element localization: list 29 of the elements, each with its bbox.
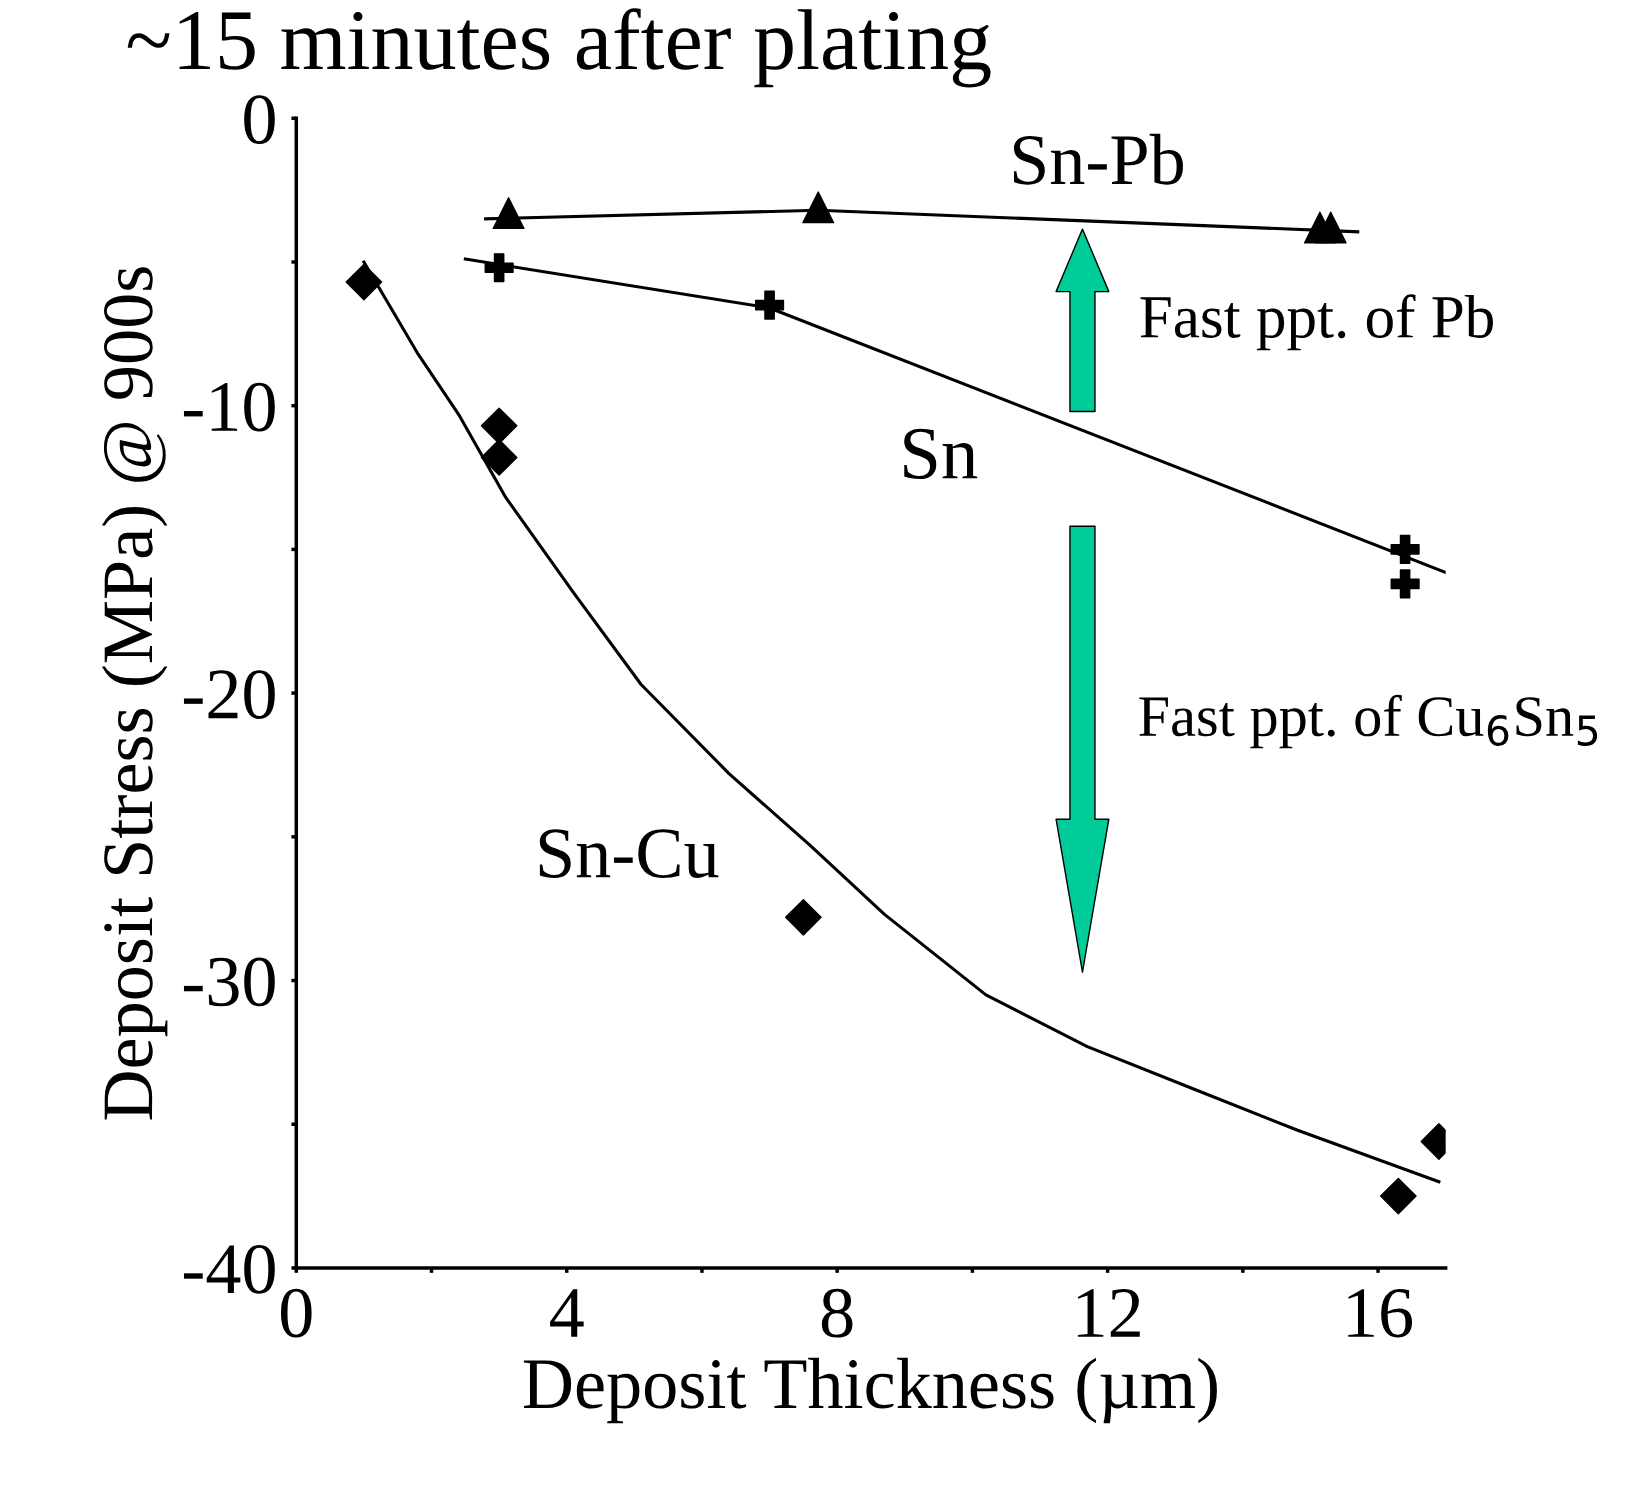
x-tick-label: 16 [1348, 1289, 1413, 1338]
point [1314, 211, 1347, 244]
annotation: Fast ppt. of Pb [1140, 294, 1493, 351]
x-tick-label: 0 [280, 1288, 312, 1338]
y-tick-label: -20 [183, 670, 275, 719]
annotation: Sn [904, 428, 978, 480]
annotation: Fast ppt. of Cu$_{6}$Sn$_{5}$ [1139, 694, 1598, 749]
y-tick-label: -40 [183, 1244, 275, 1294]
x-tick-label: 4 [550, 1289, 584, 1337]
point [754, 290, 785, 320]
x-tick-label: 8 [821, 1288, 853, 1338]
point [784, 898, 822, 936]
point [492, 197, 525, 230]
point [802, 191, 835, 224]
annotation: Sn-Cu [539, 829, 719, 878]
y-tick-label: -30 [183, 957, 275, 1007]
y-tick-label: 0 [244, 95, 275, 145]
point [1390, 534, 1420, 564]
point [1390, 569, 1420, 599]
y-tick-label: -10 [183, 382, 275, 432]
point [480, 439, 518, 476]
point [484, 253, 514, 283]
x-tick-label: 12 [1077, 1289, 1140, 1337]
point [345, 263, 383, 301]
x-axis-title: Deposit Thickness (µm) [523, 1357, 1217, 1424]
annotation: Sn-Pb [1013, 133, 1183, 185]
y-axis-title: Deposit Stress (MPa) @ 900s [101, 267, 168, 1120]
chart-title: ~15 minutes after plating [127, 8, 991, 88]
point [1379, 1177, 1417, 1215]
